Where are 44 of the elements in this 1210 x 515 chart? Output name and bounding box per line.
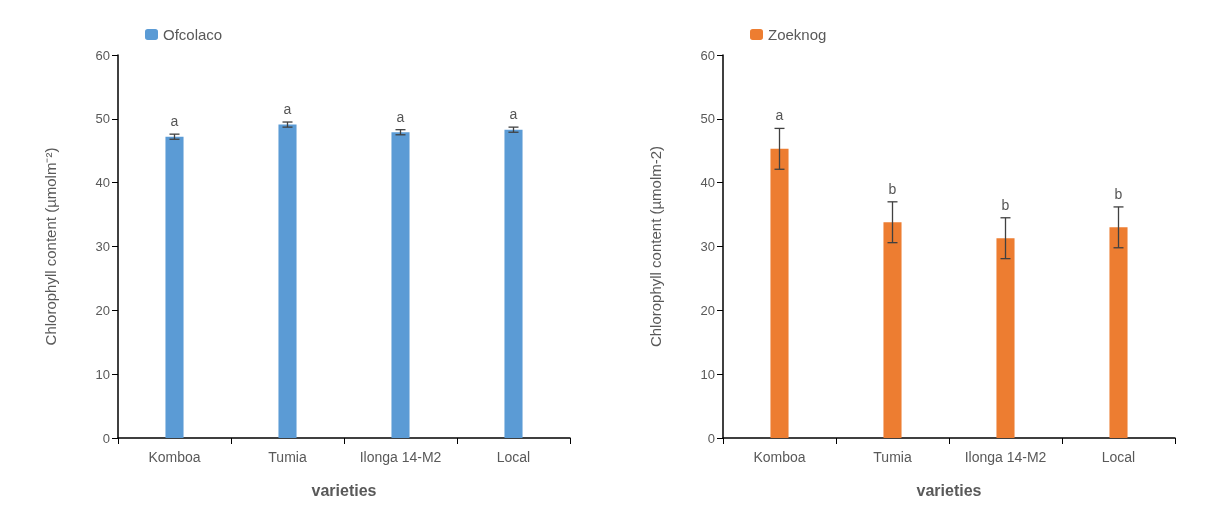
annotation: b <box>1114 185 1123 202</box>
annotation: a <box>170 113 179 130</box>
y-tick-label: 20 <box>95 302 110 318</box>
y-tick-label: 30 <box>700 239 715 254</box>
y-axis-title: Chlorophyll content (µmolm⁻²) <box>42 147 59 346</box>
y-tick-label: 40 <box>700 175 715 191</box>
x-tick-label: Komboa <box>753 449 806 465</box>
annotation: a <box>396 108 405 125</box>
y-tick-label: 50 <box>700 111 715 127</box>
annotation: a <box>509 106 518 123</box>
y-tick-label: 40 <box>95 175 110 191</box>
annotation: a <box>283 101 292 118</box>
y-tick-label: 10 <box>700 366 715 382</box>
bar <box>770 148 789 438</box>
y-tick-label: 20 <box>700 302 715 318</box>
bar <box>1109 227 1128 438</box>
y-tick-label: 0 <box>102 430 110 446</box>
y-tick-label: 0 <box>707 430 715 446</box>
y-axis-title: Chlorophyll content (µmolm-2) <box>647 145 664 348</box>
bar <box>278 124 297 438</box>
legend-label: Zoeknog <box>768 26 827 43</box>
legend-label: Ofcolaco <box>163 26 223 43</box>
x-axis-title: varieties <box>311 481 377 499</box>
annotation: b <box>1001 196 1010 213</box>
bar <box>883 222 902 438</box>
x-tick-label: Tumia <box>268 449 307 465</box>
annotation: b <box>888 180 897 197</box>
bar <box>996 238 1015 438</box>
y-tick-label: 30 <box>95 239 110 254</box>
x-tick-label: Local <box>496 449 531 465</box>
y-tick-label: 50 <box>95 111 110 127</box>
x-tick-label: Komboa <box>148 449 201 465</box>
annotation: a <box>775 107 784 124</box>
y-tick-label: 60 <box>700 47 715 63</box>
y-tick-label: 60 <box>95 47 110 63</box>
x-tick-label: Ilonga 14-M2 <box>964 449 1047 465</box>
x-tick-label: Tumia <box>873 449 912 465</box>
x-axis-title: varieties <box>916 481 982 499</box>
x-tick-label: Local <box>1101 449 1136 465</box>
bar <box>391 132 410 438</box>
y-tick-label: 10 <box>95 366 110 382</box>
bar <box>165 136 184 438</box>
x-tick-label: Ilonga 14-M2 <box>359 449 442 465</box>
bar <box>504 129 523 438</box>
